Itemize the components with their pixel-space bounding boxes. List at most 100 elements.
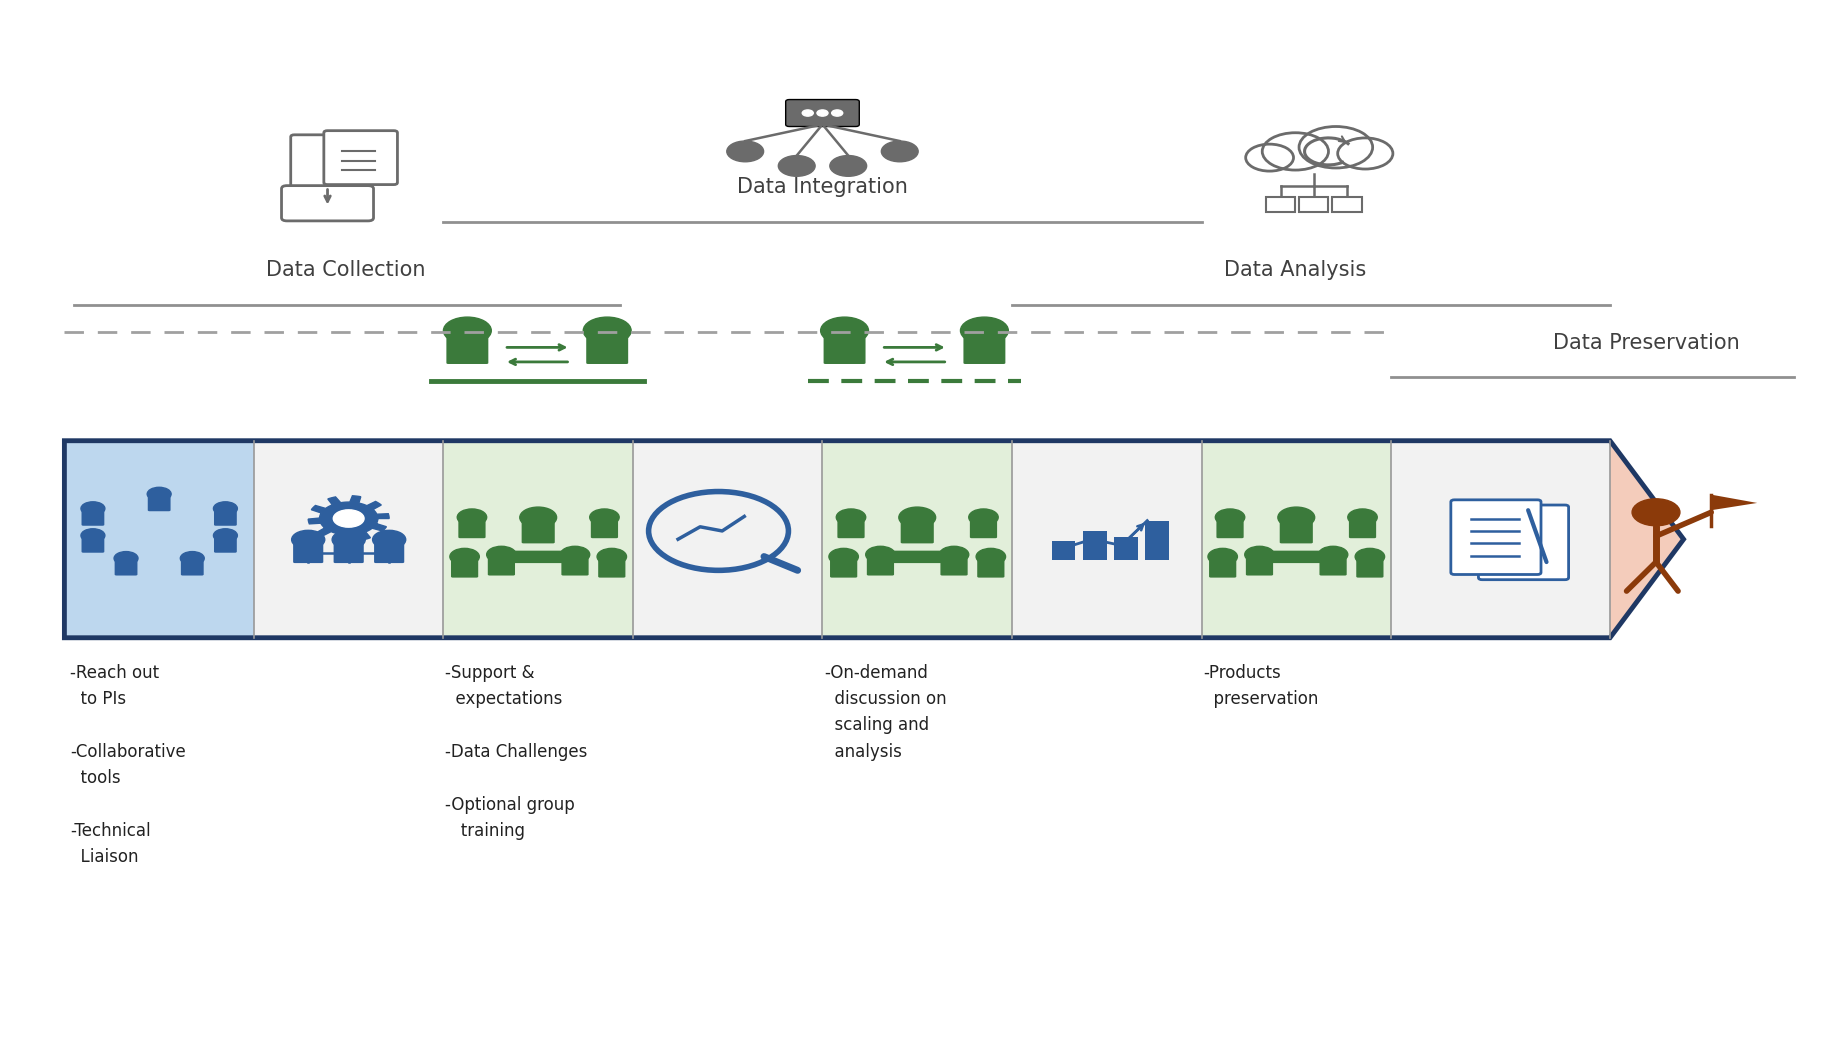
FancyBboxPatch shape bbox=[1449, 500, 1541, 574]
Circle shape bbox=[1348, 509, 1377, 526]
FancyBboxPatch shape bbox=[1479, 505, 1569, 580]
FancyBboxPatch shape bbox=[964, 335, 1004, 364]
Circle shape bbox=[559, 546, 588, 563]
FancyBboxPatch shape bbox=[1216, 520, 1243, 538]
Polygon shape bbox=[309, 496, 390, 541]
FancyBboxPatch shape bbox=[1251, 551, 1342, 563]
Circle shape bbox=[1214, 509, 1243, 526]
FancyBboxPatch shape bbox=[333, 542, 364, 563]
Circle shape bbox=[967, 509, 997, 526]
Bar bbox=[1298, 197, 1328, 212]
Circle shape bbox=[443, 317, 491, 344]
Circle shape bbox=[333, 530, 364, 549]
FancyBboxPatch shape bbox=[590, 520, 618, 538]
FancyBboxPatch shape bbox=[561, 557, 588, 576]
FancyBboxPatch shape bbox=[81, 537, 105, 553]
FancyBboxPatch shape bbox=[458, 520, 485, 538]
Circle shape bbox=[180, 552, 204, 565]
Text: -Reach out
  to PIs

-Collaborative
  tools

-Technical
  Liaison: -Reach out to PIs -Collaborative tools -… bbox=[70, 664, 186, 867]
Circle shape bbox=[899, 507, 936, 528]
FancyBboxPatch shape bbox=[1348, 520, 1376, 538]
Circle shape bbox=[802, 110, 813, 116]
Text: Data Preservation: Data Preservation bbox=[1552, 333, 1740, 353]
Bar bbox=[64, 441, 254, 638]
FancyBboxPatch shape bbox=[493, 551, 583, 563]
Bar bbox=[1144, 521, 1170, 560]
FancyBboxPatch shape bbox=[785, 100, 859, 127]
Circle shape bbox=[1243, 546, 1273, 563]
Circle shape bbox=[213, 529, 237, 542]
Bar bbox=[1052, 541, 1076, 560]
FancyBboxPatch shape bbox=[1355, 559, 1383, 578]
Bar bbox=[443, 441, 633, 638]
Text: -Support &
  expectations

-Data Challenges

-Optional group
   training: -Support & expectations -Data Challenges… bbox=[445, 664, 587, 840]
FancyBboxPatch shape bbox=[940, 557, 967, 576]
Circle shape bbox=[975, 549, 1004, 565]
Text: Data Analysis: Data Analysis bbox=[1223, 260, 1366, 280]
Circle shape bbox=[831, 110, 842, 116]
Circle shape bbox=[1337, 138, 1392, 169]
Circle shape bbox=[114, 552, 138, 565]
Circle shape bbox=[835, 509, 866, 526]
Bar bbox=[1243, 150, 1383, 171]
Circle shape bbox=[817, 110, 828, 116]
Circle shape bbox=[820, 317, 868, 344]
Circle shape bbox=[81, 529, 105, 542]
Bar bbox=[1331, 197, 1361, 212]
FancyBboxPatch shape bbox=[977, 559, 1004, 578]
Polygon shape bbox=[1609, 441, 1683, 638]
FancyBboxPatch shape bbox=[522, 521, 555, 543]
Circle shape bbox=[213, 502, 237, 515]
Circle shape bbox=[1298, 127, 1372, 168]
Bar bbox=[1011, 441, 1201, 638]
FancyBboxPatch shape bbox=[291, 135, 364, 189]
Circle shape bbox=[451, 549, 478, 565]
Circle shape bbox=[292, 530, 326, 549]
FancyBboxPatch shape bbox=[866, 557, 894, 576]
Circle shape bbox=[1245, 144, 1293, 171]
Circle shape bbox=[940, 546, 969, 563]
Bar bbox=[633, 441, 822, 638]
Polygon shape bbox=[1710, 495, 1756, 510]
FancyBboxPatch shape bbox=[180, 560, 204, 576]
Circle shape bbox=[485, 546, 515, 563]
Circle shape bbox=[1319, 546, 1348, 563]
FancyBboxPatch shape bbox=[213, 537, 237, 553]
Circle shape bbox=[1278, 507, 1315, 528]
FancyBboxPatch shape bbox=[1319, 557, 1346, 576]
Circle shape bbox=[588, 509, 618, 526]
Circle shape bbox=[864, 546, 896, 563]
Circle shape bbox=[333, 510, 364, 527]
FancyBboxPatch shape bbox=[598, 559, 625, 578]
Circle shape bbox=[583, 317, 631, 344]
Circle shape bbox=[147, 487, 171, 501]
FancyBboxPatch shape bbox=[587, 335, 627, 364]
FancyBboxPatch shape bbox=[1245, 557, 1273, 576]
Bar bbox=[1390, 441, 1609, 638]
FancyBboxPatch shape bbox=[901, 521, 934, 543]
Bar bbox=[822, 441, 1011, 638]
Circle shape bbox=[778, 156, 815, 176]
FancyBboxPatch shape bbox=[292, 542, 324, 563]
FancyBboxPatch shape bbox=[147, 496, 171, 511]
Circle shape bbox=[458, 509, 485, 526]
FancyBboxPatch shape bbox=[451, 559, 478, 578]
FancyBboxPatch shape bbox=[829, 559, 857, 578]
Text: -On-demand
  discussion on
  scaling and
  analysis: -On-demand discussion on scaling and ana… bbox=[824, 664, 947, 761]
Circle shape bbox=[1262, 133, 1328, 170]
Text: -Products
  preservation: -Products preservation bbox=[1203, 664, 1319, 708]
Bar bbox=[1265, 197, 1295, 212]
FancyBboxPatch shape bbox=[837, 520, 864, 538]
Text: Data Collection: Data Collection bbox=[267, 260, 425, 280]
Circle shape bbox=[726, 141, 763, 162]
FancyBboxPatch shape bbox=[114, 560, 138, 576]
FancyBboxPatch shape bbox=[1208, 559, 1236, 578]
FancyBboxPatch shape bbox=[373, 542, 405, 563]
FancyBboxPatch shape bbox=[487, 557, 515, 576]
Circle shape bbox=[829, 549, 859, 565]
FancyBboxPatch shape bbox=[213, 510, 237, 526]
Circle shape bbox=[1354, 549, 1385, 565]
FancyBboxPatch shape bbox=[324, 131, 397, 185]
Bar bbox=[1201, 441, 1390, 638]
Circle shape bbox=[81, 502, 105, 515]
